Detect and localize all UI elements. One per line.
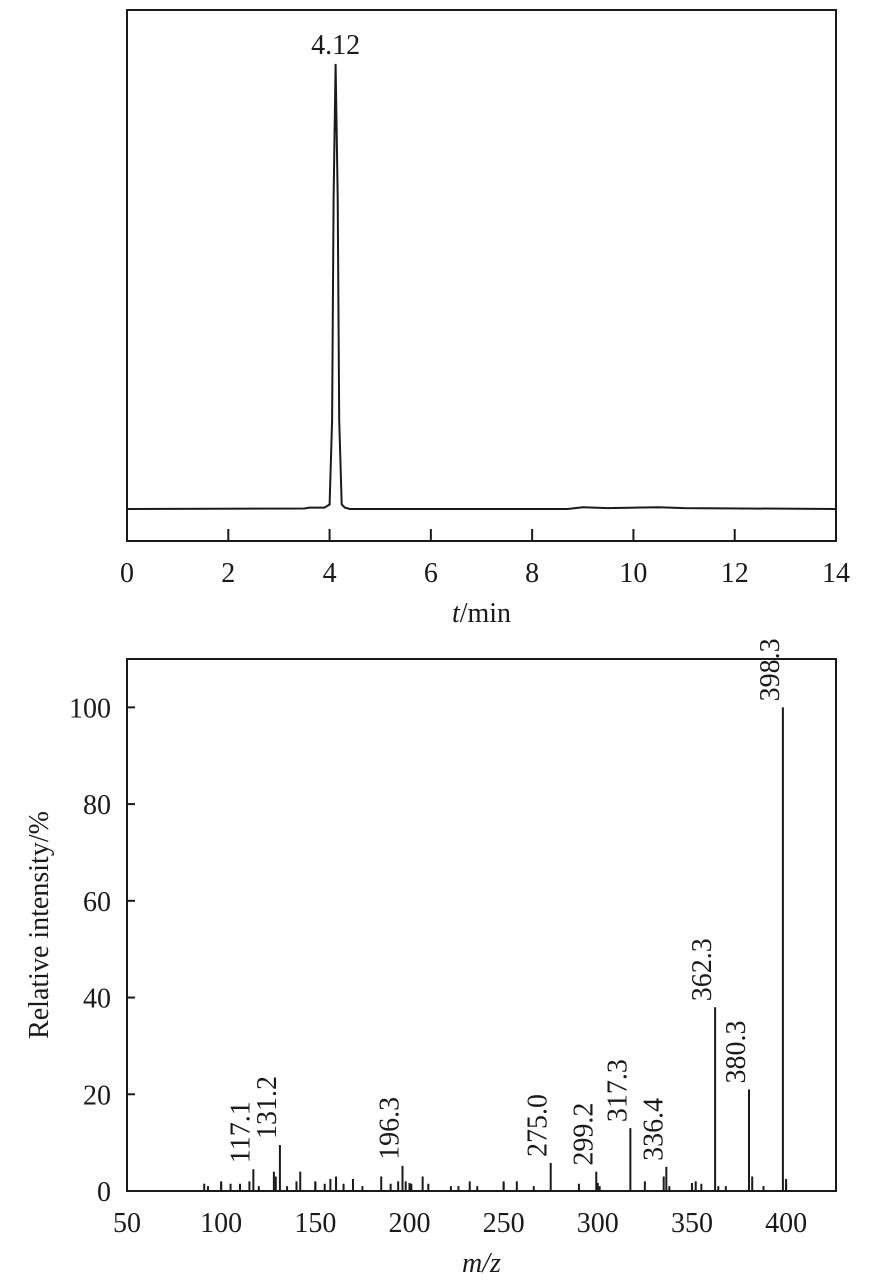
y-tick-label: 0 bbox=[97, 1177, 111, 1208]
plot-frame bbox=[126, 658, 837, 1192]
x-tick-label: 8 bbox=[525, 558, 539, 589]
peak-label: 380.3 bbox=[721, 1020, 752, 1083]
chromatogram-line bbox=[126, 63, 837, 510]
x-tick-label: 6 bbox=[424, 558, 438, 589]
x-tick-label: 0 bbox=[120, 558, 134, 589]
peak-label: 398.3 bbox=[755, 638, 786, 701]
x-axis-label: t/min bbox=[452, 598, 511, 629]
x-tick-label: 250 bbox=[483, 1208, 525, 1239]
x-axis-label-italic: t bbox=[452, 598, 461, 629]
x-tick-label: 14 bbox=[822, 558, 850, 589]
y-tick-label: 20 bbox=[83, 1080, 111, 1111]
peak-label: 131.2 bbox=[252, 1076, 283, 1139]
x-tick-label: 50 bbox=[113, 1208, 141, 1239]
peak-label: 275.0 bbox=[523, 1094, 554, 1157]
peak-label: 117.1 bbox=[225, 1101, 256, 1163]
x-tick-label: 4 bbox=[323, 558, 337, 589]
x-tick-label: 10 bbox=[619, 558, 647, 589]
peak-label: 317.3 bbox=[602, 1059, 633, 1122]
peak-label: 336.4 bbox=[638, 1098, 669, 1161]
x-tick-label: 2 bbox=[221, 558, 235, 589]
y-axis-label: Relative intensity/% bbox=[24, 811, 55, 1039]
x-tick-label: 200 bbox=[388, 1208, 430, 1239]
y-tick-label: 100 bbox=[69, 693, 111, 724]
x-tick-label: 12 bbox=[721, 558, 749, 589]
y-tick-label: 40 bbox=[83, 984, 111, 1015]
y-tick-label: 80 bbox=[83, 790, 111, 821]
x-tick-label: 300 bbox=[577, 1208, 619, 1239]
y-tick-label: 60 bbox=[83, 887, 111, 918]
peak-label: 299.2 bbox=[568, 1103, 599, 1166]
x-tick-label: 400 bbox=[765, 1208, 807, 1239]
x-tick-label: 350 bbox=[671, 1208, 713, 1239]
x-axis-label-rest: /min bbox=[460, 598, 511, 629]
x-axis-label: m/z bbox=[462, 1248, 501, 1277]
peak-label: 362.3 bbox=[687, 938, 718, 1001]
peak-label: 196.3 bbox=[375, 1097, 406, 1160]
x-tick-label: 100 bbox=[200, 1208, 242, 1239]
x-tick-label: 150 bbox=[294, 1208, 336, 1239]
plot-frame bbox=[126, 9, 837, 542]
peak-annotation: 4.12 bbox=[311, 30, 360, 61]
x-axis-label-italic: m/z bbox=[462, 1248, 501, 1277]
